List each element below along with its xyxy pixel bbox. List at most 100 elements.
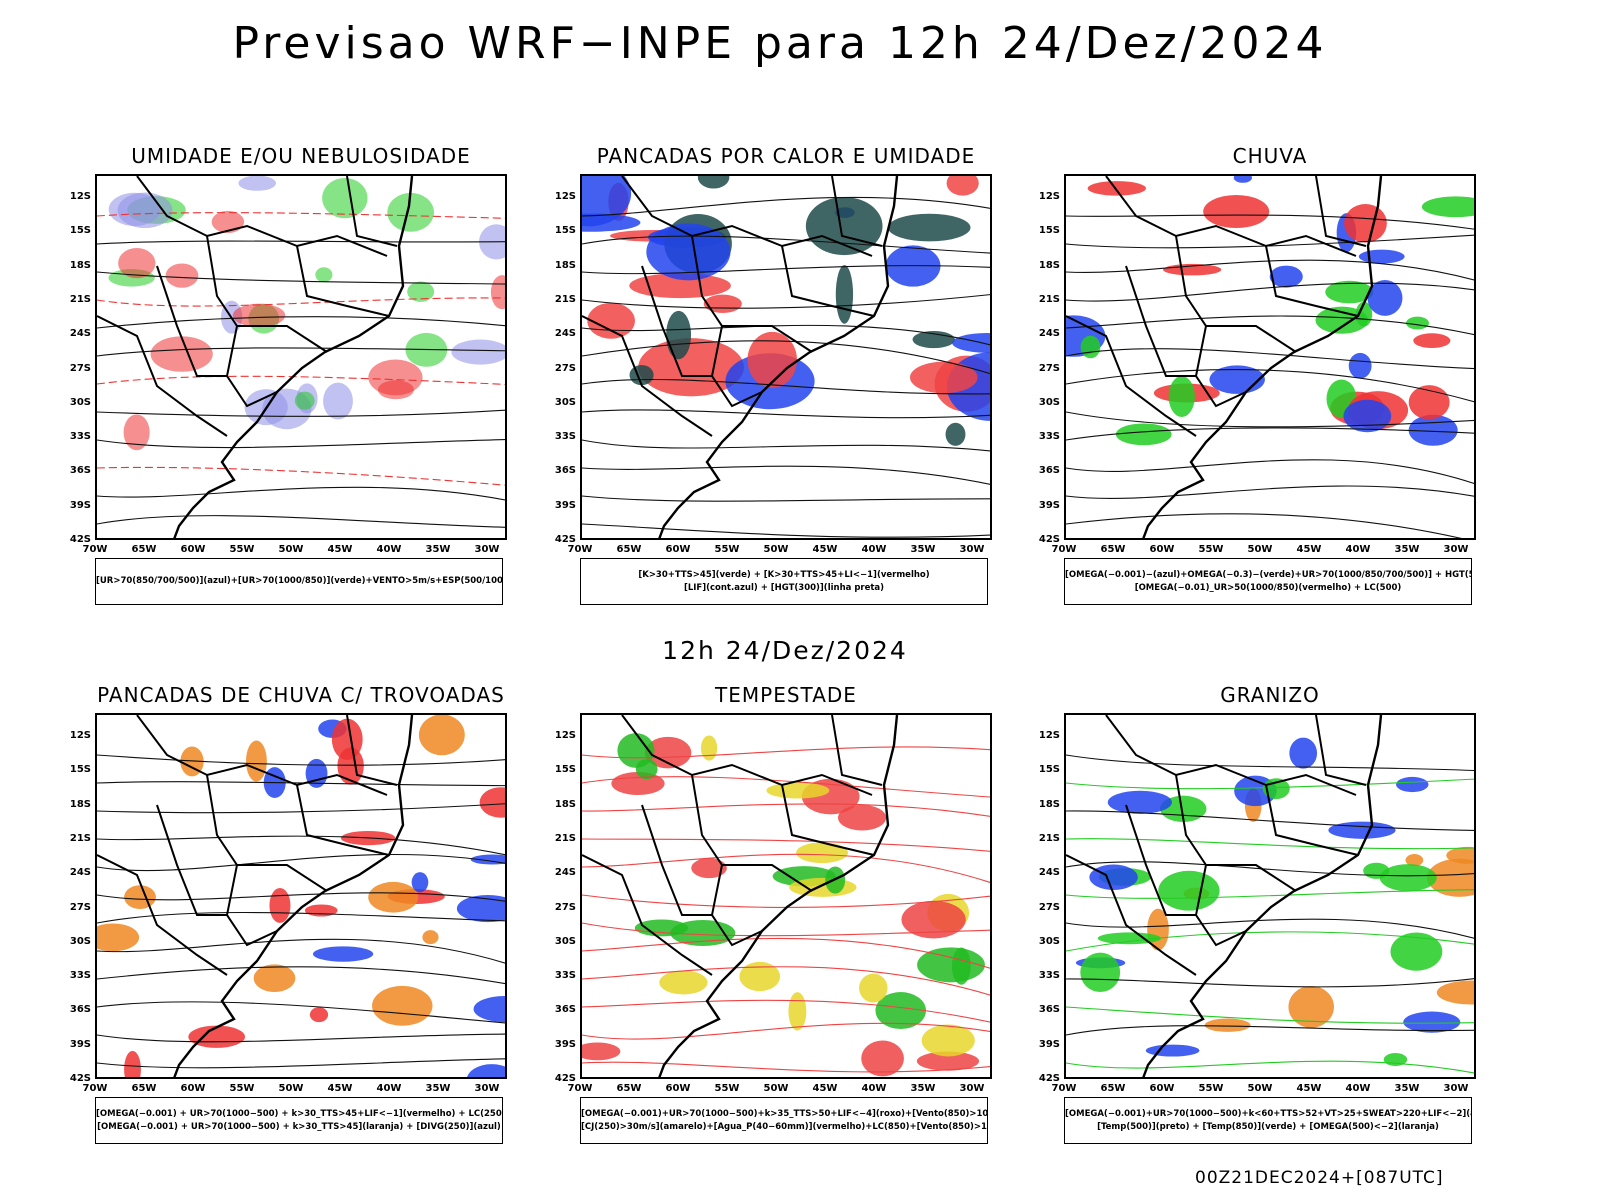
lat-tick-label: 21S — [554, 293, 576, 305]
lon-tick-label: 40W — [1345, 544, 1371, 555]
state-border — [710, 325, 763, 408]
contour-line — [582, 937, 990, 969]
contour-line — [582, 378, 990, 395]
lon-tick-label: 70W — [1051, 544, 1077, 555]
coastline — [173, 715, 414, 1077]
state-border — [781, 245, 875, 317]
coastline — [658, 176, 899, 538]
lon-tick-label: 45W — [1296, 1083, 1322, 1094]
lat-tick-label: 30S — [554, 935, 576, 947]
lat-tick-label: 42S — [554, 1073, 576, 1084]
map-graphic — [582, 176, 990, 538]
shaded-area — [411, 872, 429, 893]
contour-line — [97, 853, 505, 872]
lat-tick-label: 15S — [554, 225, 576, 237]
shaded-area — [629, 273, 731, 299]
lat-tick-label: 33S — [554, 431, 576, 443]
contour-line — [1066, 315, 1474, 336]
shaded-area — [1413, 333, 1451, 349]
lon-tick-label: 50W — [763, 544, 789, 555]
contour-line — [97, 466, 505, 486]
shaded-area — [124, 1050, 141, 1077]
contour-line — [582, 294, 990, 309]
state-border — [1265, 245, 1359, 317]
contour-line — [1066, 778, 1474, 790]
state-border — [97, 315, 228, 437]
lat-tick-label: 24S — [554, 867, 576, 879]
state-border — [710, 864, 763, 947]
shaded-area — [188, 1025, 246, 1048]
lat-tick-label: 24S — [1038, 328, 1060, 340]
panel-title: UMIDADE E/OU NEBULOSIDADE — [131, 144, 471, 168]
lat-tick-label: 21S — [1038, 832, 1060, 844]
shaded-area — [1379, 864, 1437, 892]
lat-tick-label: 27S — [1038, 362, 1060, 374]
lon-tick-label: 35W — [425, 544, 451, 555]
legend-line: [LIF](cont.azul) + [HGT(300)](linha pret… — [683, 582, 885, 593]
lat-tick-label: 21S — [554, 832, 576, 844]
shaded-area — [835, 265, 854, 324]
contour-line — [1066, 754, 1474, 772]
state-border — [296, 245, 390, 317]
map-graphic — [582, 715, 990, 1077]
contour-line — [582, 1022, 990, 1040]
shaded-area — [407, 281, 435, 302]
contour-line — [97, 1058, 505, 1069]
legend-line: [CJ(250)>30m/s](amarelo)+[Agua_P(40−60mm… — [581, 1121, 988, 1132]
contour-line — [582, 265, 990, 275]
shaded-area — [1115, 423, 1172, 446]
shaded-area — [124, 885, 156, 909]
contour-line — [97, 892, 505, 902]
contour-line — [582, 966, 990, 996]
shaded-area — [479, 787, 505, 818]
coastline — [1142, 715, 1383, 1077]
panel-title: PANCADAS DE CHUVA C/ TROVOADAS — [97, 683, 505, 707]
lon-tick-label: 30W — [1443, 1083, 1469, 1094]
map-graphic — [97, 176, 505, 538]
lat-tick-label: 30S — [1038, 935, 1060, 947]
state-border — [1125, 804, 1196, 916]
state-border — [136, 176, 388, 257]
weather-map — [1064, 713, 1476, 1079]
lon-tick-label: 55W — [714, 544, 740, 555]
shaded-area — [1087, 181, 1146, 196]
lat-tick-label: 12S — [69, 191, 91, 202]
coastline — [1142, 176, 1383, 538]
shaded-area — [456, 894, 505, 923]
contour-line — [582, 523, 990, 538]
lat-tick-label: 39S — [69, 499, 91, 511]
legend-line: [OMEGA(−0.001) + UR>70(1000−500) + k>30_… — [96, 1108, 503, 1119]
lat-tick-label: 15S — [554, 764, 576, 776]
shaded-area — [150, 336, 213, 372]
shaded-area — [1403, 1011, 1461, 1033]
contour-line — [1066, 861, 1474, 877]
contour-line — [97, 911, 505, 924]
shaded-area — [587, 302, 635, 339]
contour-line — [582, 196, 990, 217]
run-info: 00Z21DEC2024+[087UTC] — [1195, 1168, 1444, 1188]
shaded-area — [1097, 932, 1161, 945]
weather-map — [95, 174, 507, 540]
panel-title: PANCADAS POR CALOR E UMIDADE — [596, 144, 976, 168]
lat-tick-label: 18S — [1038, 798, 1060, 810]
state-border — [1175, 235, 1297, 353]
lon-tick-label: 30W — [474, 1083, 500, 1094]
state-border — [136, 715, 388, 796]
shaded-area — [1158, 870, 1220, 911]
state-border — [831, 715, 883, 786]
shaded-area — [1107, 790, 1172, 814]
lon-tick-label: 55W — [714, 1083, 740, 1094]
contour-line — [97, 438, 505, 449]
state-border — [1066, 854, 1197, 976]
contour-line — [97, 409, 505, 417]
lat-tick-label: 42S — [1038, 1073, 1060, 1084]
shaded-area — [747, 331, 797, 388]
map-graphic — [1066, 715, 1474, 1077]
lat-tick-label: 15S — [1038, 225, 1060, 237]
lon-tick-label: 40W — [376, 544, 402, 555]
legend-box: [OMEGA(−0.001)+UR>70(1000−500)+k>35_TTS>… — [580, 1097, 988, 1144]
shaded-area — [232, 303, 286, 328]
shaded-area — [1325, 280, 1374, 304]
lat-tick-label: 15S — [1038, 764, 1060, 776]
shaded-area — [945, 422, 966, 446]
